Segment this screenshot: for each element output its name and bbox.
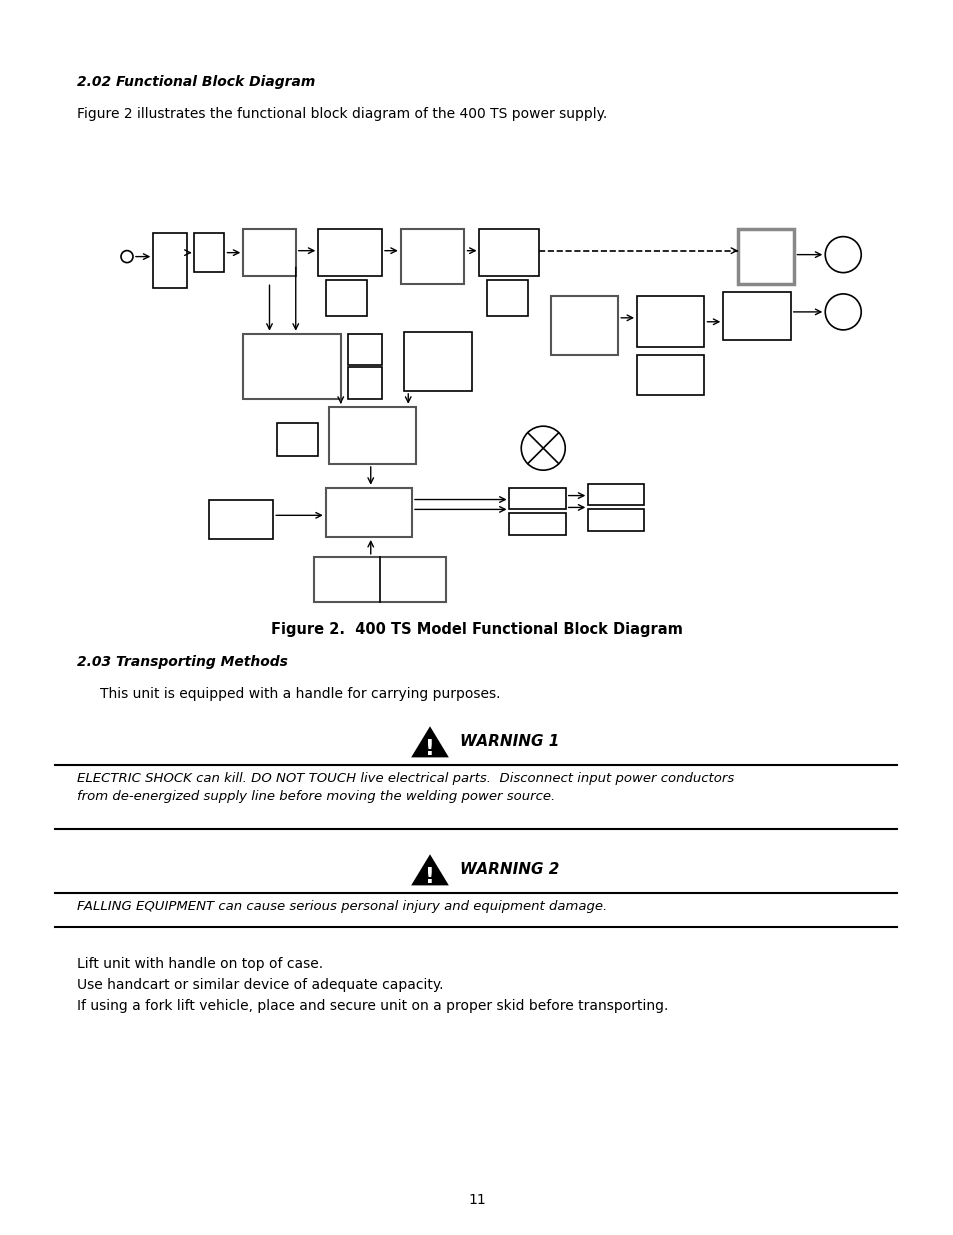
Bar [348, 367, 381, 399]
Bar [194, 233, 224, 273]
Bar [637, 356, 703, 395]
Bar [722, 293, 790, 340]
Bar [314, 557, 445, 603]
Bar [486, 280, 528, 316]
Text: This unit is equipped with a handle for carrying purposes.: This unit is equipped with a handle for … [100, 687, 500, 701]
Text: If using a fork lift vehicle, place and secure unit on a proper skid before tran: If using a fork lift vehicle, place and … [77, 999, 668, 1013]
Text: ELECTRIC SHOCK can kill. DO NOT TOUCH live electrical parts.  Disconnect input p: ELECTRIC SHOCK can kill. DO NOT TOUCH li… [77, 772, 734, 803]
Text: 2.02 Functional Block Diagram: 2.02 Functional Block Diagram [77, 75, 315, 89]
Text: WARNING 2: WARNING 2 [459, 862, 558, 878]
Text: 11: 11 [468, 1193, 485, 1207]
Bar [325, 280, 367, 316]
Bar [738, 228, 794, 284]
Bar [243, 333, 340, 399]
Text: Figure 2 illustrates the functional block diagram of the 400 TS power supply.: Figure 2 illustrates the functional bloc… [77, 107, 607, 121]
Bar [153, 233, 187, 288]
Bar [509, 514, 565, 535]
Text: !: ! [425, 867, 435, 887]
Bar [550, 296, 618, 356]
Text: Use handcart or similar device of adequate capacity.: Use handcart or similar device of adequa… [77, 978, 443, 992]
Bar [318, 228, 381, 277]
Text: 2.03 Transporting Methods: 2.03 Transporting Methods [77, 655, 288, 669]
Text: WARNING 1: WARNING 1 [459, 735, 558, 750]
Polygon shape [413, 856, 447, 884]
Bar [637, 296, 703, 347]
Bar [588, 509, 644, 531]
Polygon shape [413, 729, 447, 756]
Bar [276, 422, 318, 456]
Bar [210, 499, 273, 538]
Bar [400, 228, 464, 284]
Bar [479, 228, 539, 277]
Bar [243, 228, 295, 277]
Text: !: ! [425, 739, 435, 758]
Bar [588, 484, 644, 505]
Bar [348, 333, 381, 366]
Text: FALLING EQUIPMENT can cause serious personal injury and equipment damage.: FALLING EQUIPMENT can cause serious pers… [77, 900, 607, 913]
Text: Lift unit with handle on top of case.: Lift unit with handle on top of case. [77, 957, 323, 971]
Bar [325, 488, 412, 537]
Bar [404, 332, 472, 391]
Bar [509, 488, 565, 509]
Text: Figure 2.  400 TS Model Functional Block Diagram: Figure 2. 400 TS Model Functional Block … [271, 622, 682, 637]
Bar [329, 406, 416, 464]
